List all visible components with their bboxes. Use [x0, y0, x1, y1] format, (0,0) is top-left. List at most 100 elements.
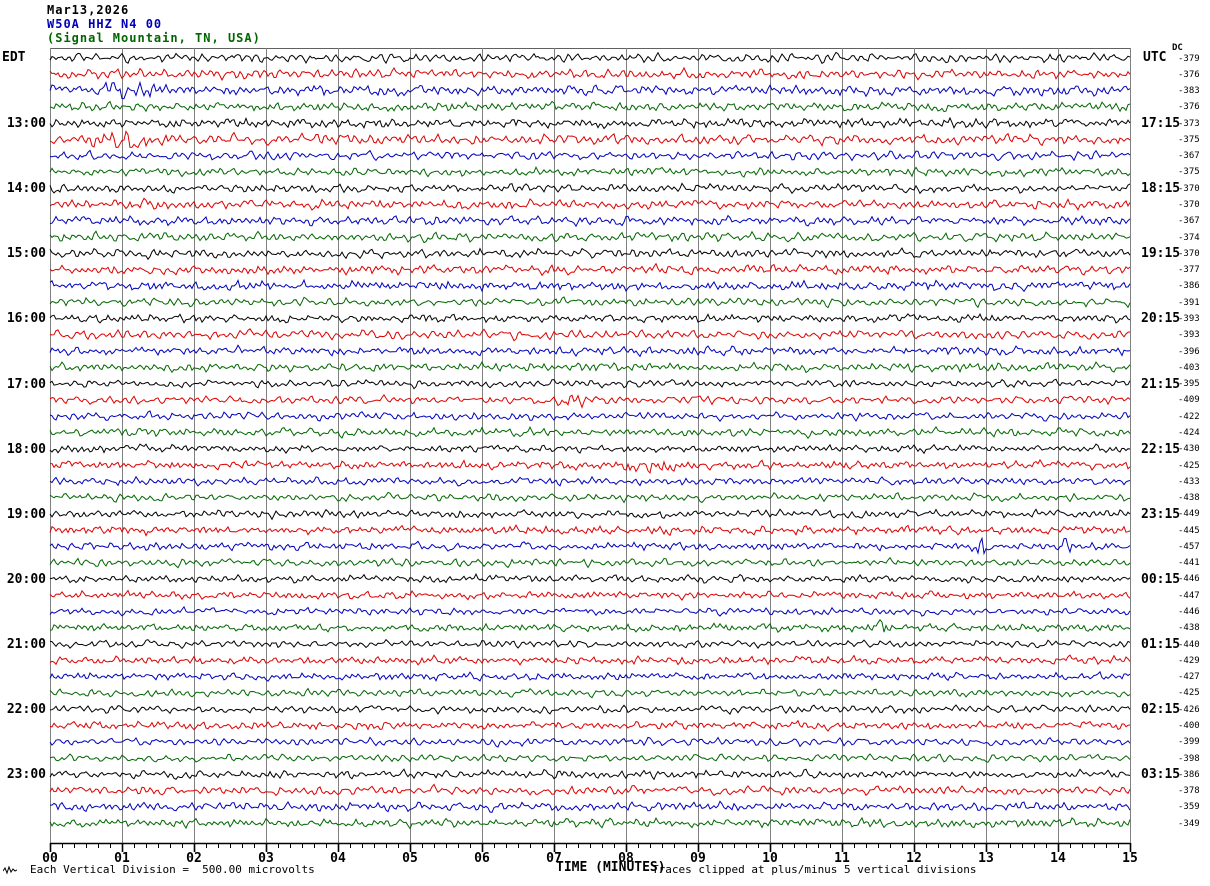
dc-offset-value: -375: [1178, 134, 1200, 145]
scale-note: Each Vertical Division = 500.00 microvol…: [30, 863, 315, 876]
seismic-trace-row: [49, 719, 1131, 732]
seismic-trace-row: [49, 51, 1131, 65]
seismic-trace-row: [49, 214, 1131, 228]
dc-offset-value: -393: [1178, 330, 1200, 341]
utc-hour-label: 00:15: [1141, 571, 1181, 587]
x-tick-label: 15: [1122, 851, 1138, 866]
seismic-trace-row: [49, 589, 1131, 602]
utc-hour-label: 17:15: [1141, 116, 1181, 132]
x-tick-label: 05: [402, 851, 418, 866]
seismic-trace-row: [49, 704, 1131, 715]
seismic-trace-row: [49, 638, 1131, 650]
x-tick-label: 12: [906, 851, 922, 866]
seismic-trace-row: [49, 149, 1131, 162]
seismic-trace-row: [49, 166, 1131, 178]
dc-offset-value: -370: [1178, 200, 1200, 211]
seismic-trace-row: [49, 816, 1131, 830]
seismic-trace-row: [49, 361, 1131, 374]
seismic-trace-row: [49, 536, 1131, 556]
seismic-trace-row: [49, 116, 1131, 130]
dc-offset-value: -376: [1178, 102, 1200, 113]
edt-hour-label: 19:00: [6, 506, 46, 522]
seismic-trace-row: [49, 130, 1131, 149]
seismic-trace-row: [49, 443, 1131, 455]
dc-offset-value: -395: [1178, 379, 1200, 390]
x-tick-label: 04: [330, 851, 346, 866]
seismic-trace-row: [49, 524, 1131, 537]
dc-offset-value: -386: [1178, 281, 1200, 292]
seismic-trace-row: [49, 262, 1131, 277]
edt-hour-label: 18:00: [6, 441, 46, 457]
left-timezone-header: EDT: [2, 50, 26, 65]
x-tick-label: 13: [978, 851, 994, 866]
utc-hour-label: 01:15: [1141, 637, 1181, 653]
dc-offset-value: -424: [1178, 427, 1200, 438]
dc-offset-value: -400: [1178, 720, 1200, 731]
utc-hour-label: 02:15: [1141, 702, 1181, 718]
seismic-trace-row: [49, 687, 1131, 699]
dc-offset-value: -359: [1178, 802, 1200, 813]
dc-offset-value: -440: [1178, 639, 1200, 650]
utc-hour-label: 22:15: [1141, 441, 1181, 457]
mini-trace-icon: [3, 865, 17, 875]
dc-offset-value: -396: [1178, 346, 1200, 357]
seismic-trace-row: [49, 605, 1131, 617]
seismic-trace-row: [49, 278, 1131, 293]
x-tick-label: 10: [762, 851, 778, 866]
seismic-trace-row: [49, 378, 1131, 390]
dc-offset-value: -373: [1178, 118, 1200, 129]
seismic-trace-row: [49, 475, 1131, 487]
utc-hour-label: 23:15: [1141, 506, 1181, 522]
x-tick-label: 06: [474, 851, 490, 866]
dc-offset-value: -445: [1178, 525, 1200, 536]
seismic-trace-row: [49, 670, 1131, 682]
dc-offset-value: -449: [1178, 509, 1200, 520]
x-tick-label: 08: [618, 851, 634, 866]
dc-offset-value: -386: [1178, 769, 1200, 780]
seismic-trace-row: [49, 313, 1131, 324]
x-tick-label: 11: [834, 851, 850, 866]
title-location: (Signal Mountain, TN, USA): [47, 31, 261, 45]
edt-hour-label: 13:00: [6, 116, 46, 132]
seismic-trace-row: [49, 80, 1131, 100]
dc-offset-value: -430: [1178, 444, 1200, 455]
title-station: W50A HHZ N4 00: [47, 17, 163, 31]
seismic-trace-row: [49, 344, 1131, 358]
utc-hour-label: 03:15: [1141, 767, 1181, 783]
dc-offset-value: -391: [1178, 297, 1200, 308]
seismic-trace-row: [49, 654, 1131, 666]
edt-hour-label: 22:00: [6, 702, 46, 718]
seismic-trace-row: [49, 573, 1131, 584]
dc-offset-value: -422: [1178, 411, 1200, 422]
dc-offset-value: -441: [1178, 558, 1200, 569]
seismic-trace-row: [49, 768, 1131, 781]
dc-offset-value: -409: [1178, 395, 1200, 406]
dc-offset-value: -370: [1178, 248, 1200, 259]
edt-hour-label: 17:00: [6, 376, 46, 392]
seismic-trace-row: [49, 783, 1131, 797]
right-timezone-header: UTC: [1143, 50, 1167, 65]
x-axis-title: TIME (MINUTES): [556, 860, 666, 875]
dc-offset-value: -367: [1178, 151, 1200, 162]
seismic-trace-row: [49, 410, 1131, 423]
dc-offset-value: -349: [1178, 818, 1200, 829]
utc-hour-label: 18:15: [1141, 181, 1181, 197]
dc-offset-value: -425: [1178, 460, 1200, 471]
dc-offset-value: -433: [1178, 476, 1200, 487]
edt-hour-label: 21:00: [6, 637, 46, 653]
seismic-trace-row: [49, 66, 1131, 82]
dc-offset-value: -378: [1178, 786, 1200, 797]
edt-hour-label: 14:00: [6, 181, 46, 197]
dc-offset-value: -426: [1178, 704, 1200, 715]
seismic-trace-row: [49, 508, 1131, 521]
dc-offset-value: -446: [1178, 574, 1200, 585]
seismic-trace-row: [49, 753, 1131, 763]
dc-offset-value: -393: [1178, 313, 1200, 324]
edt-hour-label: 20:00: [6, 571, 46, 587]
seismic-trace-row: [49, 394, 1131, 409]
dc-offset-value: -446: [1178, 607, 1200, 618]
utc-hour-label: 19:15: [1141, 246, 1181, 262]
seismic-trace-row: [49, 247, 1131, 261]
